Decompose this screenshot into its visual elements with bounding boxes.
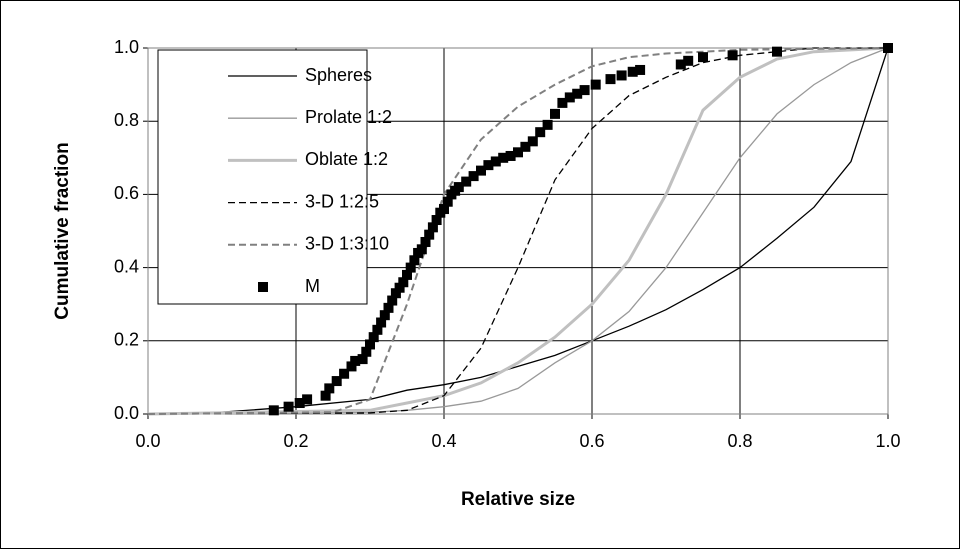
marker: [498, 152, 509, 163]
marker: [572, 88, 583, 99]
marker: [468, 171, 479, 182]
marker: [320, 390, 331, 401]
marker: [683, 55, 694, 66]
y-tick-label: 0.6: [114, 183, 139, 203]
marker: [675, 59, 686, 70]
series-line: [147, 47, 889, 415]
legend: Spheres Prolate 1:2 Oblate 1:2 3-D 1:2:5 3-D…: [157, 49, 392, 305]
series-line: [147, 47, 889, 415]
marker: [268, 405, 279, 416]
marker: [376, 317, 387, 328]
marker: [361, 346, 372, 357]
marker: [527, 136, 538, 147]
marker: [383, 302, 394, 313]
marker: [427, 222, 438, 233]
marker: [727, 50, 738, 61]
marker: [550, 108, 560, 119]
marker: [402, 269, 412, 280]
y-axis-title: Cumulative fraction: [52, 142, 73, 319]
marker: [324, 383, 335, 394]
marker: [283, 401, 294, 412]
legend-label: Spheres: [305, 65, 372, 85]
marker: [431, 215, 442, 226]
marker: [605, 74, 616, 85]
marker: [439, 204, 449, 215]
marker: [390, 288, 401, 299]
marker: [357, 354, 368, 365]
marker: [394, 282, 405, 293]
marker: [542, 119, 553, 130]
marker: [490, 156, 501, 167]
y-tick-label: 0.4: [114, 256, 139, 276]
series-line: [147, 46, 889, 416]
marker: [294, 398, 305, 409]
marker: [483, 160, 494, 171]
marker: [564, 92, 575, 103]
marker: [350, 355, 361, 366]
marker: [372, 324, 383, 335]
x-tick-label: 0.2: [283, 431, 308, 451]
marker: [698, 52, 708, 63]
marker: [368, 332, 379, 343]
y-tick-label: 0.0: [114, 403, 139, 423]
x-axis-title: Relative size: [461, 489, 575, 510]
marker: [579, 85, 590, 96]
marker: [535, 127, 546, 138]
marker: [520, 141, 531, 152]
x-tick-label: 0.6: [579, 431, 604, 451]
marker: [346, 361, 357, 372]
x-tick-label: 1.0: [875, 431, 900, 451]
marker: [409, 255, 420, 266]
marker: [505, 150, 516, 161]
legend-label: Prolate 1:2: [305, 107, 392, 127]
legend-marker: [258, 282, 268, 292]
series-line: [147, 47, 889, 415]
marker: [513, 147, 523, 158]
marker: [557, 97, 568, 108]
legend-label: Oblate 1:2: [305, 149, 388, 169]
x-tick-label: 0.8: [727, 431, 752, 451]
marker: [379, 310, 390, 321]
marker: [590, 79, 601, 90]
legend-label: 3-D 1:2:5: [305, 191, 379, 211]
marker: [365, 339, 375, 350]
marker: [405, 262, 416, 273]
marker: [398, 277, 409, 288]
marker: [420, 236, 431, 247]
y-tick-label: 0.8: [114, 110, 139, 130]
marker: [416, 244, 427, 255]
marker: [635, 64, 646, 75]
marker: [772, 46, 782, 57]
y-tick-label: 0.2: [114, 330, 139, 350]
legend-label: M: [305, 276, 320, 296]
marker: [476, 165, 486, 176]
marker: [442, 196, 453, 207]
series-line: [147, 47, 888, 415]
marker: [627, 66, 638, 77]
legend-label: 3-D 1:3:10: [305, 234, 389, 254]
marker: [302, 394, 313, 405]
marker: [453, 182, 464, 193]
marker: [339, 368, 350, 379]
x-tick-label: 0.0: [135, 431, 160, 451]
marker: [883, 43, 893, 53]
legend-box: [157, 49, 368, 305]
marker: [387, 295, 398, 306]
marker: [424, 229, 435, 240]
marker: [461, 176, 472, 187]
x-tick-label: 0.4: [431, 431, 456, 451]
y-tick-label: 1.0: [114, 37, 139, 57]
plot-frame: [147, 47, 889, 415]
marker: [616, 70, 627, 81]
marker: [331, 376, 342, 387]
